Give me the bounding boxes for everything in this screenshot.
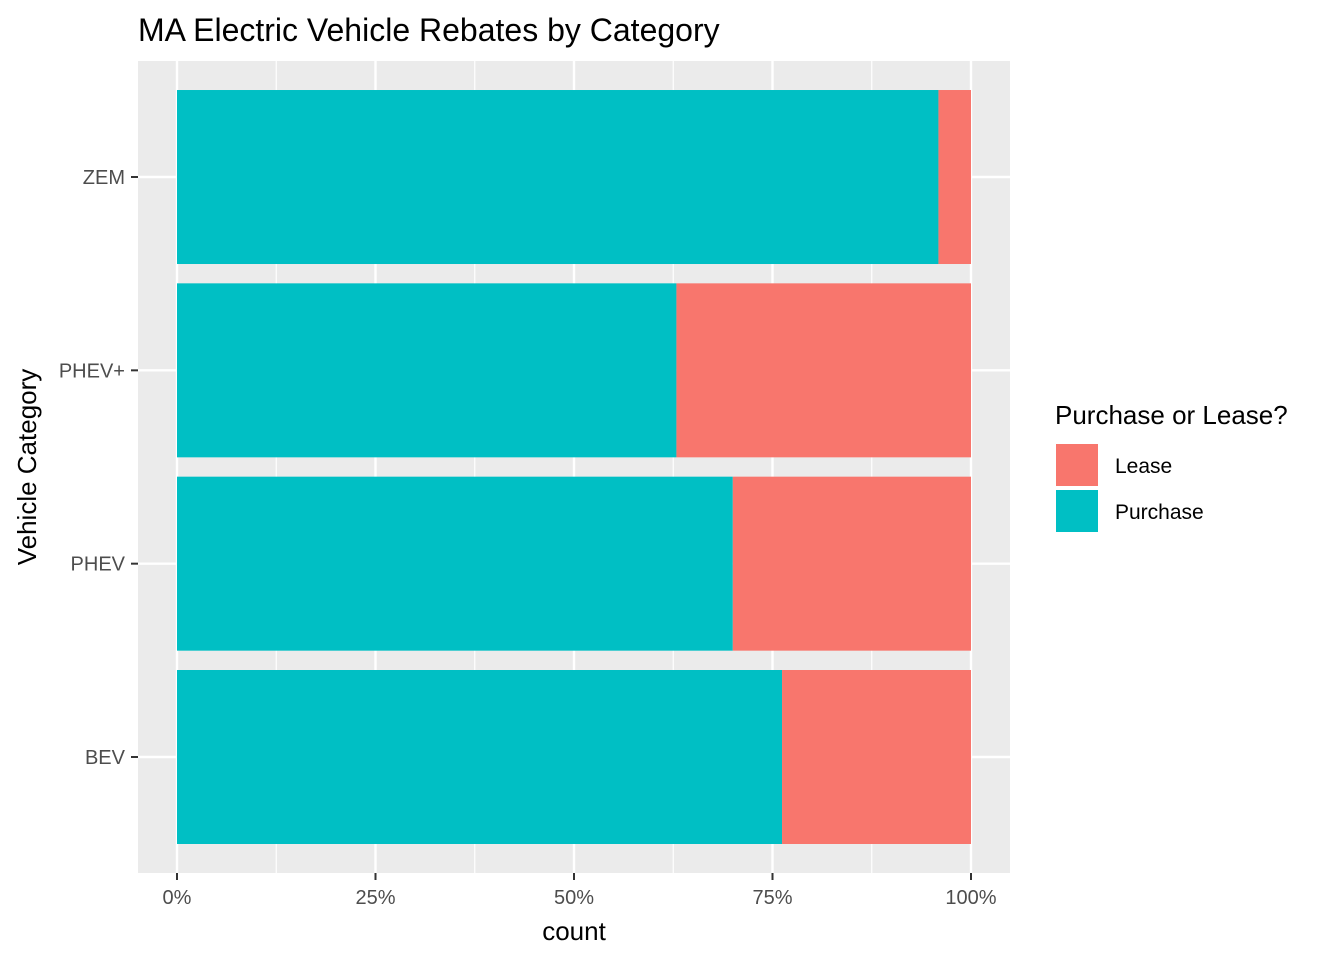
x-tick-label: 50%	[554, 887, 594, 909]
bar-lease-phev	[732, 476, 971, 651]
y-tick-label: PHEV	[71, 554, 126, 576]
bar-lease-bev	[782, 670, 971, 844]
legend-label-lease: Lease	[1115, 455, 1172, 478]
bar-purchase-phev	[177, 476, 733, 651]
bar-purchase-bev	[177, 670, 783, 844]
bar-lease-zem	[938, 90, 971, 265]
bars	[177, 90, 971, 844]
x-tick-label: 100%	[945, 887, 996, 909]
x-tick-label: 25%	[355, 887, 395, 909]
legend-label-purchase: Purchase	[1115, 501, 1204, 524]
legend-key-purchase	[1056, 490, 1098, 532]
x-tick-label: 0%	[163, 887, 192, 909]
y-axis-title: Vehicle Category	[12, 369, 42, 566]
legend-key-lease	[1056, 444, 1098, 486]
chart-title: MA Electric Vehicle Rebates by Category	[138, 12, 720, 48]
legend-title: Purchase or Lease?	[1055, 400, 1288, 430]
y-tick-label: PHEV+	[59, 360, 125, 382]
y-axis: BEV PHEV PHEV+ ZEM	[59, 167, 138, 769]
bar-purchase-phevplus	[177, 283, 677, 458]
bar-lease-phevplus	[676, 283, 971, 458]
bar-purchase-zem	[177, 90, 939, 265]
y-tick-label: ZEM	[83, 167, 125, 189]
x-axis: 0% 25% 50% 75% 100%	[163, 873, 997, 909]
legend-entries: Lease Purchase	[1056, 444, 1204, 532]
legend: Purchase or Lease? Lease Purchase	[1055, 400, 1288, 532]
x-axis-title: count	[542, 916, 606, 946]
x-tick-label: 75%	[752, 887, 792, 909]
y-tick-label: BEV	[85, 747, 126, 769]
